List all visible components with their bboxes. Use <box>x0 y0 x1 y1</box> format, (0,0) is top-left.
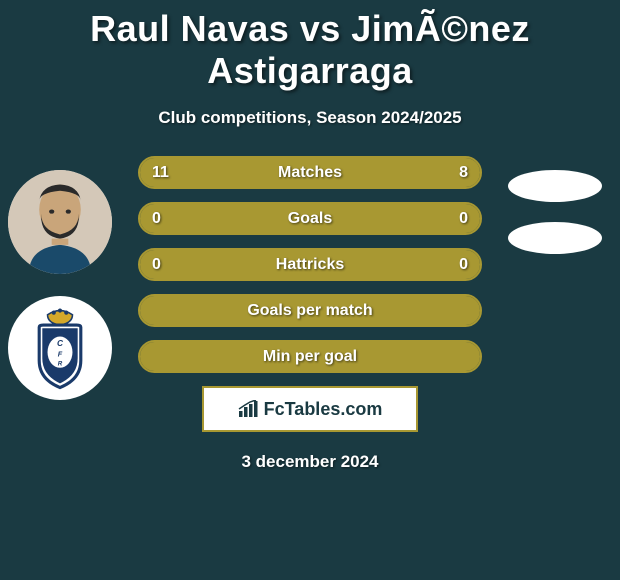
stat-row: 0 Goals 0 <box>138 202 482 235</box>
stat-label: Min per goal <box>263 348 357 366</box>
stat-right-value: 0 <box>459 210 468 228</box>
stat-right-value: 8 <box>459 164 468 182</box>
club-crest-icon: C F R <box>8 296 112 400</box>
stat-row: Min per goal <box>138 340 482 373</box>
stat-row: Goals per match <box>138 294 482 327</box>
svg-text:R: R <box>58 361 63 368</box>
stat-left-value: 0 <box>152 256 161 274</box>
content-area: C F R 11 Matches 8 0 Goals 0 0 Hattricks 0 Goals … <box>0 156 620 472</box>
player-avatar-1 <box>8 170 112 274</box>
site-logo-box: FcTables.com <box>202 386 418 432</box>
stat-label: Goals per match <box>247 302 372 320</box>
club-badge-avatar: C F R <box>8 296 112 400</box>
stat-rows-container: 11 Matches 8 0 Goals 0 0 Hattricks 0 Goals per ma… <box>138 156 482 373</box>
stat-label: Hattricks <box>276 256 344 274</box>
stat-right-value: 0 <box>459 256 468 274</box>
svg-text:C: C <box>57 338 64 348</box>
oval-placeholder-1 <box>508 170 602 202</box>
page-title: Raul Navas vs JimÃ©nez Astigarraga <box>0 0 620 92</box>
stat-label: Goals <box>288 210 332 228</box>
stat-row: 11 Matches 8 <box>138 156 482 189</box>
logo-text: FcTables.com <box>264 399 383 420</box>
subtitle: Club competitions, Season 2024/2025 <box>0 108 620 128</box>
date-text: 3 december 2024 <box>0 452 620 472</box>
stat-left-value: 0 <box>152 210 161 228</box>
right-oval-column <box>508 170 602 274</box>
player-headshot-icon <box>8 170 112 274</box>
site-logo: FcTables.com <box>238 399 383 420</box>
bar-chart-icon <box>238 400 260 418</box>
oval-placeholder-2 <box>508 222 602 254</box>
stat-row: 0 Hattricks 0 <box>138 248 482 281</box>
stat-left-value: 11 <box>152 164 169 182</box>
svg-text:F: F <box>58 349 63 358</box>
left-avatar-column: C F R <box>8 156 112 400</box>
stat-label: Matches <box>278 164 342 182</box>
